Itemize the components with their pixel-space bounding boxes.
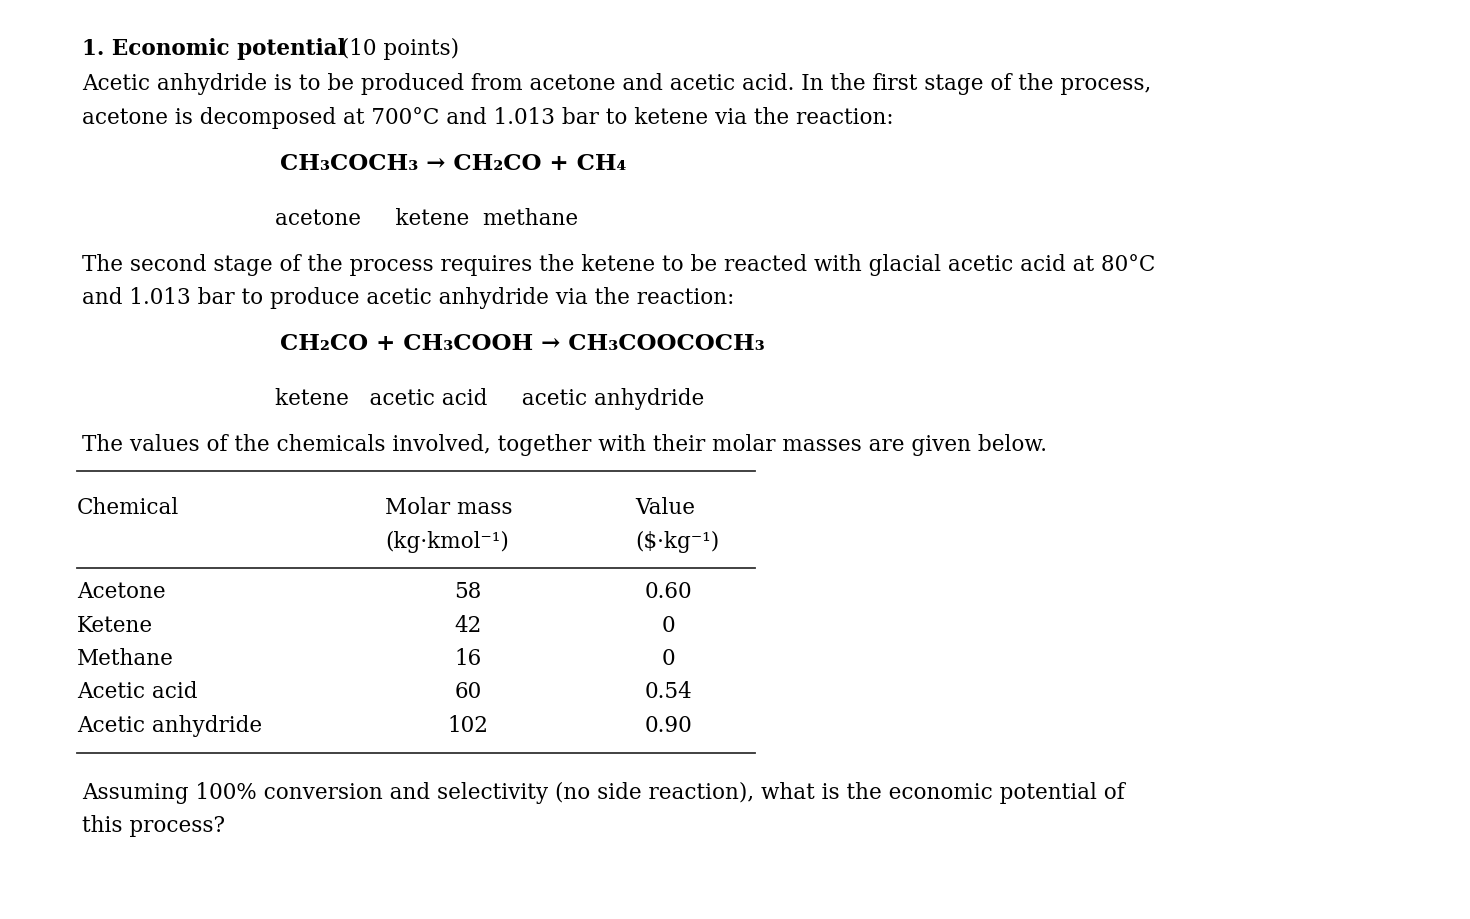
Text: 0.54: 0.54 bbox=[644, 681, 692, 703]
Text: The values of the chemicals involved, together with their molar masses are given: The values of the chemicals involved, to… bbox=[82, 433, 1047, 455]
Text: CH₂CO + CH₃COOH → CH₃COOCOCH₃: CH₂CO + CH₃COOH → CH₃COOCOCH₃ bbox=[279, 332, 764, 354]
Text: 0: 0 bbox=[662, 614, 675, 636]
Text: 0: 0 bbox=[662, 647, 675, 669]
Text: Acetic anhydride is to be produced from acetone and acetic acid. In the first st: Acetic anhydride is to be produced from … bbox=[82, 74, 1151, 96]
Text: The second stage of the process requires the ketene to be reacted with glacial a: The second stage of the process requires… bbox=[82, 254, 1155, 275]
Text: ketene   acetic acid     acetic anhydride: ketene acetic acid acetic anhydride bbox=[275, 388, 704, 410]
Text: (10 points): (10 points) bbox=[334, 38, 459, 60]
Text: 42: 42 bbox=[454, 614, 482, 636]
Text: ($·kg⁻¹): ($·kg⁻¹) bbox=[635, 530, 719, 552]
Text: 60: 60 bbox=[454, 681, 482, 703]
Text: 0.60: 0.60 bbox=[644, 581, 692, 602]
Text: 102: 102 bbox=[447, 714, 488, 736]
Text: 16: 16 bbox=[454, 647, 482, 669]
Text: Assuming 100% conversion and selectivity (no side reaction), what is the economi: Assuming 100% conversion and selectivity… bbox=[82, 780, 1125, 802]
Text: this process?: this process? bbox=[82, 814, 225, 836]
Text: 58: 58 bbox=[454, 581, 482, 602]
Text: Acetone: Acetone bbox=[76, 581, 166, 602]
Text: Acetic anhydride: Acetic anhydride bbox=[76, 714, 262, 736]
Text: acetone     ketene  methane: acetone ketene methane bbox=[275, 208, 578, 230]
Text: Methane: Methane bbox=[76, 647, 173, 669]
Text: 1. Economic potential: 1. Economic potential bbox=[82, 38, 345, 60]
Text: Ketene: Ketene bbox=[76, 614, 153, 636]
Text: Chemical: Chemical bbox=[76, 496, 179, 518]
Text: CH₃COCH₃ → CH₂CO + CH₄: CH₃COCH₃ → CH₂CO + CH₄ bbox=[279, 153, 626, 175]
Text: Acetic acid: Acetic acid bbox=[76, 681, 197, 703]
Text: Value: Value bbox=[635, 496, 695, 518]
Text: and 1.013 bar to produce acetic anhydride via the reaction:: and 1.013 bar to produce acetic anhydrid… bbox=[82, 287, 735, 309]
Text: Molar mass: Molar mass bbox=[385, 496, 513, 518]
Text: (kg·kmol⁻¹): (kg·kmol⁻¹) bbox=[385, 530, 509, 552]
Text: acetone is decomposed at 700°C and 1.013 bar to ketene via the reaction:: acetone is decomposed at 700°C and 1.013… bbox=[82, 107, 894, 129]
Text: 0.90: 0.90 bbox=[644, 714, 692, 736]
